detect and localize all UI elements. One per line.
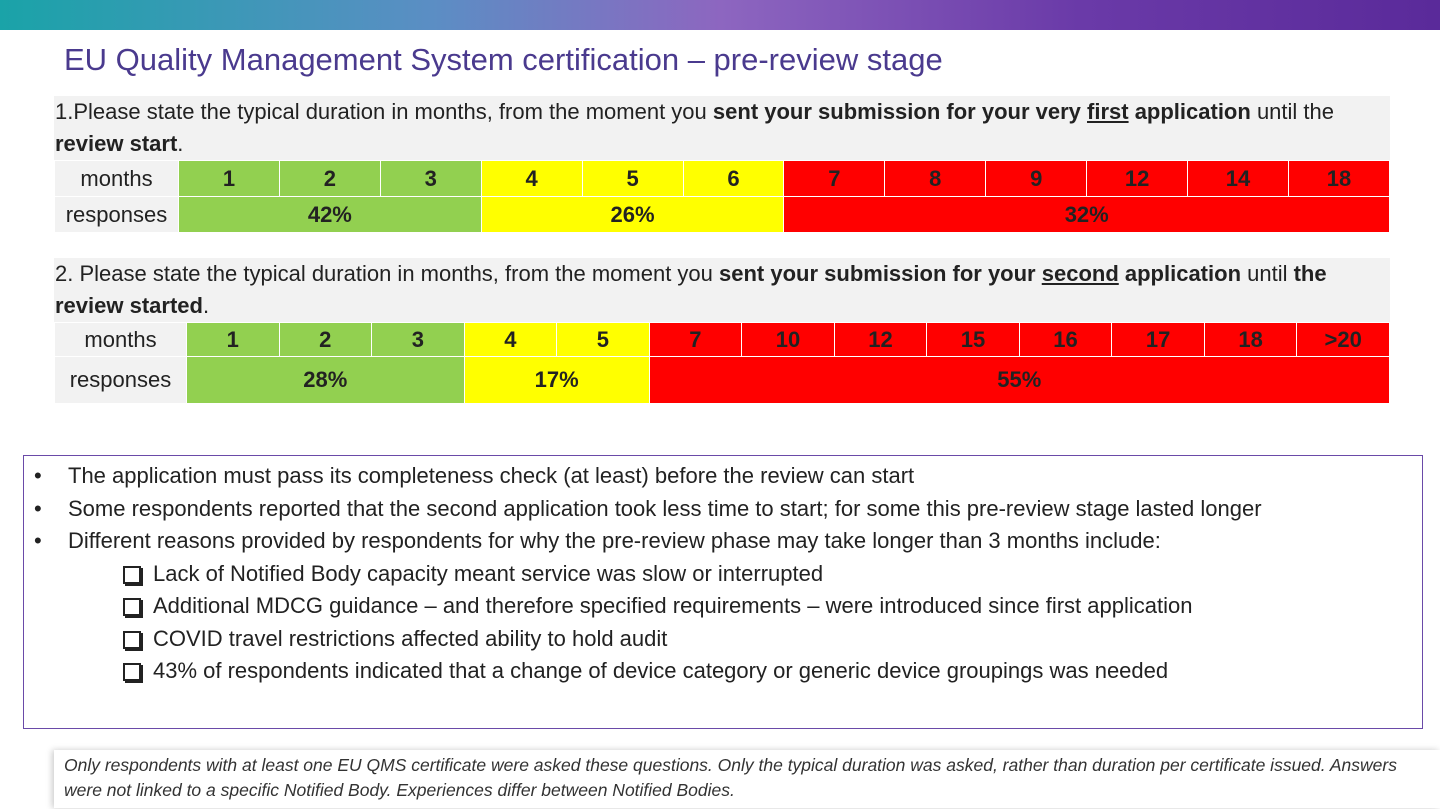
row-label: responses [54, 356, 187, 404]
month-cell: 17 [1111, 322, 1205, 357]
text-segment: second [1041, 261, 1119, 286]
month-cell: 7 [648, 322, 743, 357]
responses-row: responses 28% 17% 55% [54, 356, 1391, 404]
question-text: 2. Please state the typical duration in … [54, 258, 1390, 322]
month-cell: 12 [1086, 160, 1189, 197]
bullet-item: Some respondents reported that the secon… [34, 493, 1422, 526]
share-cell: 17% [463, 356, 650, 404]
notes-list: The application must pass its completene… [24, 460, 1422, 688]
checkbox-item: Lack of Notified Body capacity meant ser… [123, 558, 1422, 591]
month-cell: 3 [371, 322, 465, 357]
month-cell: 5 [556, 322, 650, 357]
month-cell: 2 [278, 322, 373, 357]
question-block: 2. Please state the typical duration in … [54, 258, 1391, 404]
checkbox-text: Additional MDCG guidance – and therefore… [153, 593, 1193, 618]
checkbox-icon [123, 630, 141, 649]
row-label: months [54, 160, 179, 197]
share-cell: 42% [178, 196, 482, 233]
month-cell: 15 [926, 322, 1020, 357]
share-cell: 26% [480, 196, 785, 233]
checkbox-item: 43% of respondents indicated that a chan… [123, 655, 1422, 688]
month-cell: 6 [682, 160, 785, 197]
month-cell: 18 [1203, 322, 1298, 357]
text-segment: application [1118, 261, 1242, 286]
bullet-item: Different reasons provided by respondent… [34, 525, 1422, 688]
bullet-text: The application must pass its completene… [68, 463, 915, 488]
text-segment: . [177, 131, 184, 156]
text-segment: . [202, 293, 210, 318]
month-cell: 10 [741, 322, 835, 357]
month-cell: >20 [1296, 322, 1390, 357]
share-cell: 55% [648, 356, 1391, 404]
month-cell: 4 [480, 160, 583, 197]
text-segment: first [1087, 99, 1129, 124]
text-segment: 2. Please state the typical duration in … [55, 261, 720, 286]
text-segment: sent your submission for your [719, 261, 1042, 286]
checkbox-text: Lack of Notified Body capacity meant ser… [153, 560, 824, 586]
text-segment: review start [55, 131, 178, 156]
months-row: months 1 2 3 4 5 6 7 8 9 12 14 18 [54, 160, 1391, 197]
checkbox-icon [123, 663, 141, 681]
month-cell: 5 [581, 160, 684, 197]
month-cell: 8 [884, 160, 987, 197]
share-cell: 28% [186, 356, 465, 404]
slide-title: EU Quality Management System certificati… [64, 42, 943, 77]
month-cell: 2 [278, 160, 381, 197]
month-cell: 4 [463, 322, 558, 357]
header-bar [0, 0, 1440, 30]
row-label: months [54, 322, 187, 357]
footnote: Only respondents with at least one EU QM… [54, 750, 1440, 808]
duration-table: months 1 2 3 4 5 7 10 12 15 16 17 18 >20 responses 28% 1… [54, 322, 1391, 404]
duration-table: months 1 2 3 4 5 6 7 8 9 12 14 18 responses 42% 26% 32% [54, 160, 1391, 233]
notes-box: The application must pass its completene… [23, 455, 1423, 729]
bullet-item: The application must pass its completene… [34, 460, 1422, 493]
share-cell: 32% [783, 196, 1390, 233]
text-segment: the review started [55, 261, 1327, 318]
month-cell: 18 [1287, 160, 1391, 197]
checkbox-item: Additional MDCG guidance – and therefore… [123, 590, 1422, 623]
question-block: 1.Please state the typical duration in m… [54, 96, 1391, 233]
month-cell: 12 [833, 322, 928, 357]
text-segment: 1.Please state the typical duration in m… [55, 99, 713, 124]
bullet-text: Some respondents reported that the secon… [68, 495, 1262, 521]
checkbox-item: COVID travel restrictions affected abili… [123, 623, 1422, 656]
checkbox-text: COVID travel restrictions affected abili… [153, 625, 668, 651]
question-text: 1.Please state the typical duration in m… [54, 96, 1390, 160]
text-segment: until the [1250, 99, 1334, 124]
month-cell: 1 [186, 322, 280, 357]
sub-list: Lack of Notified Body capacity meant ser… [68, 558, 1422, 688]
text-segment: application [1128, 99, 1251, 124]
row-label: responses [54, 196, 179, 233]
checkbox-icon [123, 565, 141, 584]
responses-row: responses 42% 26% 32% [54, 196, 1390, 233]
month-cell: 16 [1018, 322, 1113, 357]
month-cell: 1 [178, 160, 280, 197]
bullet-text: Different reasons provided by respondent… [68, 528, 1161, 553]
month-cell: 9 [985, 160, 1088, 197]
text-segment: until [1241, 261, 1294, 286]
month-cell: 3 [379, 160, 482, 197]
checkbox-icon [123, 598, 141, 616]
checkbox-text: 43% of respondents indicated that a chan… [153, 658, 1169, 683]
months-row: months 1 2 3 4 5 7 10 12 15 16 17 18 >20 [54, 322, 1390, 357]
month-cell: 14 [1187, 160, 1289, 197]
month-cell: 7 [783, 160, 886, 197]
text-segment: sent your submission for your very [712, 99, 1088, 124]
